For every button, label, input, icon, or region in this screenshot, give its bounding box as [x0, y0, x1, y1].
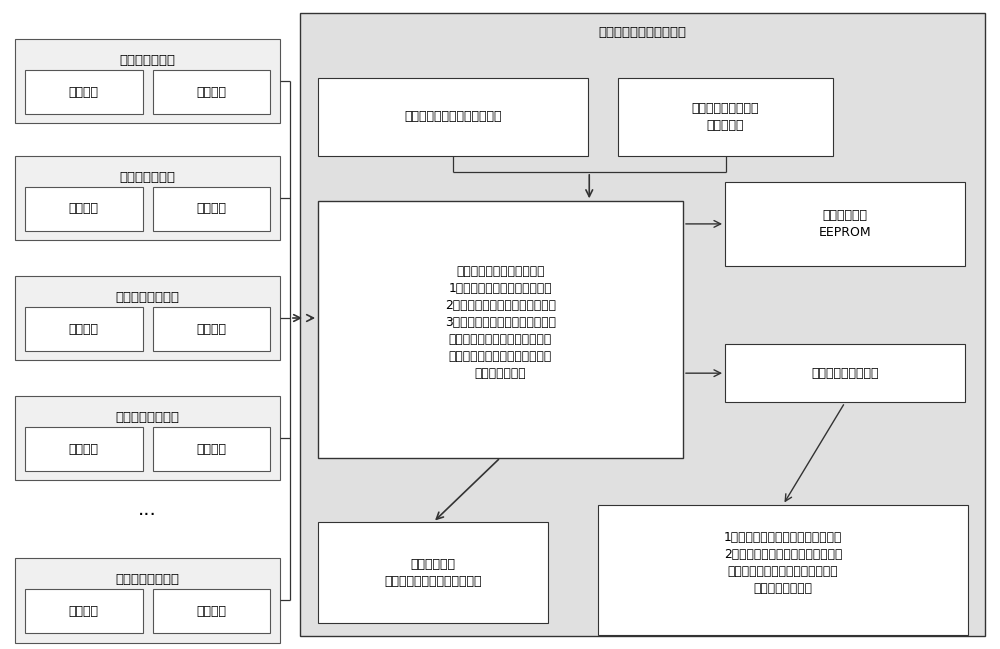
Bar [318, 522, 548, 623]
Text: 无人驾驶系统
（接收线控控制器故障信息）: 无人驾驶系统 （接收线控控制器故障信息） [384, 557, 482, 588]
Text: 故障等级: 故障等级 [69, 443, 99, 456]
Text: 故障等级: 故障等级 [69, 323, 99, 336]
Bar [725, 344, 965, 402]
Text: 故障代码: 故障代码 [196, 323, 226, 336]
Text: 转向系统故障信息: 转向系统故障信息 [116, 291, 180, 304]
Text: 故障代码: 故障代码 [196, 443, 226, 456]
Bar [15, 156, 280, 240]
Text: 故障代码: 故障代码 [196, 86, 226, 99]
Text: 故障代码: 故障代码 [196, 605, 226, 618]
Bar [153, 307, 270, 351]
Text: 紧急停车或紧急避险: 紧急停车或紧急避险 [811, 367, 879, 380]
Bar [25, 307, 143, 351]
Bar [15, 396, 280, 480]
Bar [598, 505, 968, 635]
Text: 历史故障记录
EEPROM: 历史故障记录 EEPROM [819, 209, 871, 239]
Bar [153, 589, 270, 633]
Bar [25, 589, 143, 633]
Bar [300, 13, 985, 636]
Bar [15, 39, 280, 123]
Bar [618, 78, 833, 156]
Text: 电气系统故障信息: 电气系统故障信息 [116, 573, 180, 586]
Text: 发动机故障信息: 发动机故障信息 [120, 54, 176, 67]
Text: 故障等级: 故障等级 [69, 202, 99, 215]
Text: 线控控制器判断的零部件故障: 线控控制器判断的零部件故障 [404, 110, 502, 123]
Text: 故障等级: 故障等级 [69, 86, 99, 99]
Text: 线控控制器自身故障
（自诊断）: 线控控制器自身故障 （自诊断） [692, 102, 759, 132]
Bar [25, 70, 143, 114]
Text: 1、线控车辆零部件执行控制指令；
2、主制动、转向、驻车发生三级故
障时启动相对应的应急制动、应急
转向、应急驻车。: 1、线控车辆零部件执行控制指令； 2、主制动、转向、驻车发生三级故 障时启动相对… [724, 532, 842, 595]
Text: 故障信息汇总、编码、整合
1、汇总所有零部件故障并分类
2、按自定义的故障码表编码故障
3、将整车故障等级、零部件故障
等级、故障代码打包成一个故障
信息包，单: 故障信息汇总、编码、整合 1、汇总所有零部件故障并分类 2、按自定义的故障码表编… [445, 265, 556, 380]
Text: 制动系统故障信息: 制动系统故障信息 [116, 411, 180, 424]
Bar [25, 427, 143, 471]
Bar [153, 427, 270, 471]
Bar [725, 182, 965, 266]
Text: 变速箱故障信息: 变速箱故障信息 [120, 171, 176, 184]
Bar [153, 187, 270, 231]
Bar [15, 558, 280, 643]
Bar [318, 78, 588, 156]
Text: 故障代码: 故障代码 [196, 202, 226, 215]
Bar [25, 187, 143, 231]
Bar [318, 201, 683, 458]
Bar [153, 70, 270, 114]
Bar [15, 276, 280, 360]
Text: 故障等级: 故障等级 [69, 605, 99, 618]
Text: 线控控制器故障信息处理: 线控控制器故障信息处理 [599, 26, 687, 39]
Text: ···: ··· [138, 506, 157, 526]
